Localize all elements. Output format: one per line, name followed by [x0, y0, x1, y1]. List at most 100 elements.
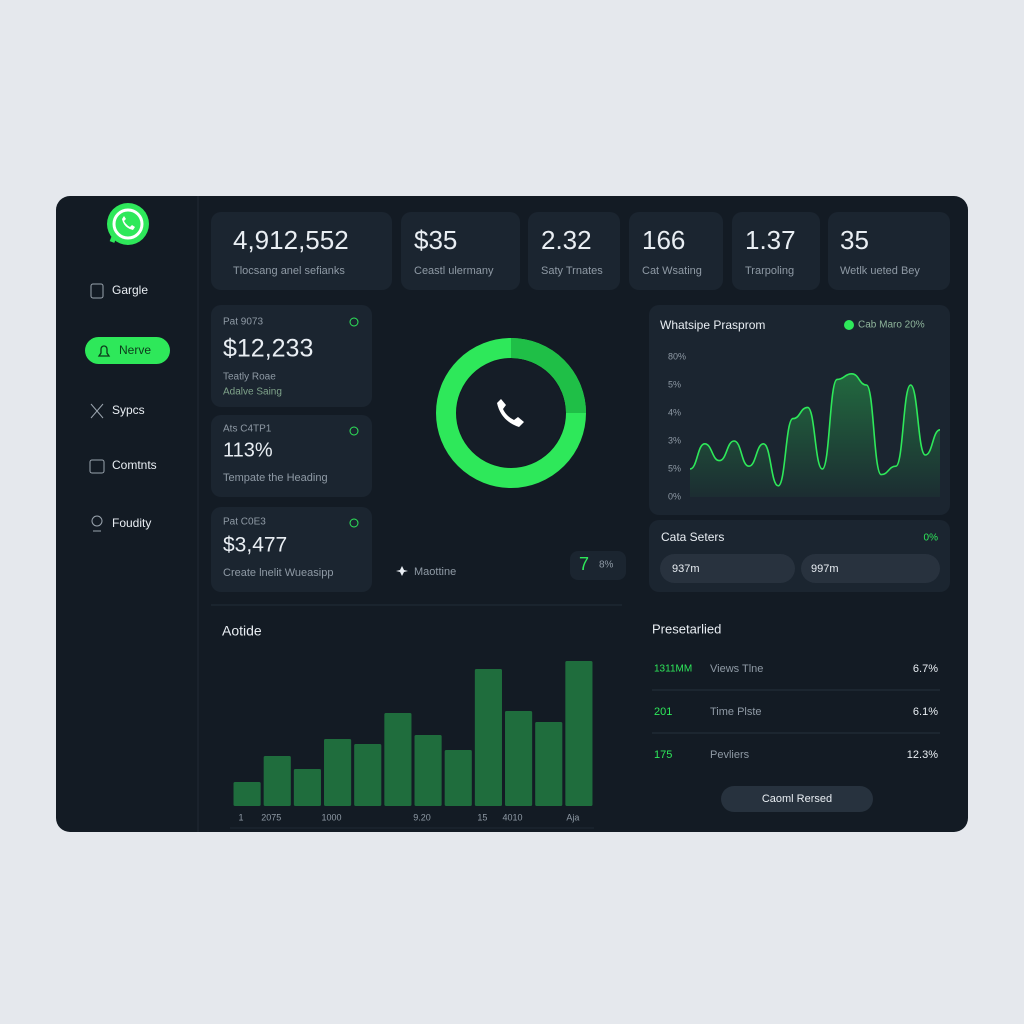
button-label: Caoml Rersed [762, 793, 832, 805]
chart-title: Whatsipe Prasprom [660, 318, 765, 332]
chart-title: Aotide [222, 623, 262, 639]
mini-value: $3,477 [223, 534, 287, 557]
bar [444, 750, 472, 806]
stat-value: 35 [840, 225, 869, 255]
mini-line: Adalve Saing [223, 387, 282, 398]
nav-label: Sypcs [112, 403, 145, 417]
nav-label: Foudity [112, 516, 151, 530]
stat-value: 4,912,552 [233, 225, 349, 255]
cell: 1311MM [654, 664, 692, 675]
cell: 175 [654, 749, 672, 761]
stat-card: 4,912,552 Tlocsang anel sefianks [211, 212, 392, 290]
stat-label: Tlocsang anel sefianks [233, 265, 345, 277]
cell: 6.1% [913, 706, 938, 718]
action-button[interactable]: Caoml Rersed [721, 786, 873, 812]
x-tick-label: 1 [239, 812, 244, 822]
bar [565, 661, 593, 806]
nav-label: Gargle [112, 283, 148, 297]
table-row: 175 Pevliers 12.3% [654, 749, 938, 761]
call-label: Maottine [414, 566, 456, 578]
mini-caption: Pat 9073 [223, 317, 263, 328]
stat-value: 166 [642, 225, 685, 255]
pill[interactable] [660, 554, 795, 583]
legend-label: Cab Maro 20% [858, 320, 925, 331]
data-card-status: 0% [924, 533, 939, 544]
mini-card: Pat C0E3 $3,477 Create lnelit Wueasipp [211, 507, 372, 592]
cell: Views Tlne [710, 663, 763, 675]
nav-item[interactable]: Comtnts [89, 458, 157, 474]
bar [384, 713, 412, 806]
pill-label: 997m [811, 563, 839, 575]
y-tick-label: 3% [668, 435, 681, 445]
mini-value: 113% [223, 439, 273, 461]
y-tick-label: 0% [668, 491, 681, 501]
table-row: 1311MM Views Tlne 6.7% [654, 663, 938, 675]
call-button[interactable] [436, 338, 586, 488]
table-title: Presetarlied [652, 621, 721, 636]
cell: Time Plste [710, 706, 762, 718]
stat-label: Ceastl ulermany [414, 265, 494, 277]
pill[interactable] [801, 554, 940, 583]
nav-item-active[interactable]: Nerve [85, 337, 170, 364]
stat-card: $35 Ceastl ulermany [401, 212, 520, 290]
data-card-title: Cata Seters [661, 530, 724, 544]
call-count: 7 [579, 554, 589, 574]
stat-label: Wetlk ueted Bey [840, 265, 920, 277]
bar [535, 722, 563, 806]
bar [505, 711, 533, 806]
stat-label: Trarpoling [745, 265, 794, 277]
cell: 201 [654, 706, 672, 718]
stat-card: 2.32 Saty Trnates [528, 212, 620, 290]
bar [324, 739, 352, 806]
y-tick-label: 4% [668, 407, 681, 417]
sparkle-icon [396, 566, 408, 576]
y-tick-label: 5% [668, 463, 681, 473]
mini-line: Create lnelit Wueasipp [223, 567, 333, 579]
stat-value: $35 [414, 225, 457, 255]
mini-card: Pat 9073 $12,233 Teatly Roae Adalve Saing [211, 305, 372, 407]
x-tick-label: 9.20 [413, 812, 431, 822]
table-row: 201 Time Plste 6.1% [654, 706, 938, 718]
bar [233, 782, 261, 806]
x-tick-label: 15 [477, 812, 487, 822]
bar [293, 769, 321, 806]
pill-label: 937m [672, 563, 700, 575]
cell: 12.3% [907, 749, 938, 761]
x-tick-label: 2075 [261, 812, 281, 822]
bar [263, 756, 291, 806]
x-tick-label: Aja [566, 812, 579, 822]
line [689, 372, 941, 487]
mini-line: Tempate the Heading [223, 472, 328, 484]
data-card: Cata Seters 0% 937m 997m [649, 520, 950, 592]
y-tick-label: 80% [668, 351, 686, 361]
y-tick-label: 5% [668, 379, 681, 389]
call-rate: 8% [599, 560, 614, 571]
count-pill [570, 551, 626, 580]
nav-label: Comtnts [112, 458, 157, 472]
logo[interactable] [107, 203, 149, 245]
nav-item[interactable]: Sypcs [90, 403, 145, 419]
nav-label: Nerve [119, 343, 151, 357]
cell: 6.7% [913, 663, 938, 675]
stat-label: Saty Trnates [541, 265, 603, 277]
mini-value: $12,233 [223, 335, 313, 363]
bar [474, 669, 502, 806]
x-tick-label: 1000 [322, 812, 342, 822]
mini-line: Teatly Roae [223, 372, 276, 383]
nav-item[interactable]: Gargle [90, 283, 148, 299]
stat-label: Cat Wsating [642, 265, 702, 277]
stat-card: 35 Wetlk ueted Bey [828, 212, 950, 290]
nav-item[interactable]: Foudity [91, 515, 151, 532]
bar [414, 735, 442, 806]
bar [354, 744, 382, 806]
x-tick-label: 4010 [503, 812, 523, 822]
stat-value: 1.37 [745, 225, 796, 255]
stat-card: 1.37 Trarpoling [732, 212, 820, 290]
mini-caption: Ats C4TP1 [223, 424, 272, 435]
mini-card: Ats C4TP1 113% Tempate the Heading [211, 415, 372, 497]
stat-value: 2.32 [541, 225, 592, 255]
stat-card: 166 Cat Wsating [629, 212, 723, 290]
cell: Pevliers [710, 749, 750, 761]
legend-swatch [844, 320, 854, 330]
